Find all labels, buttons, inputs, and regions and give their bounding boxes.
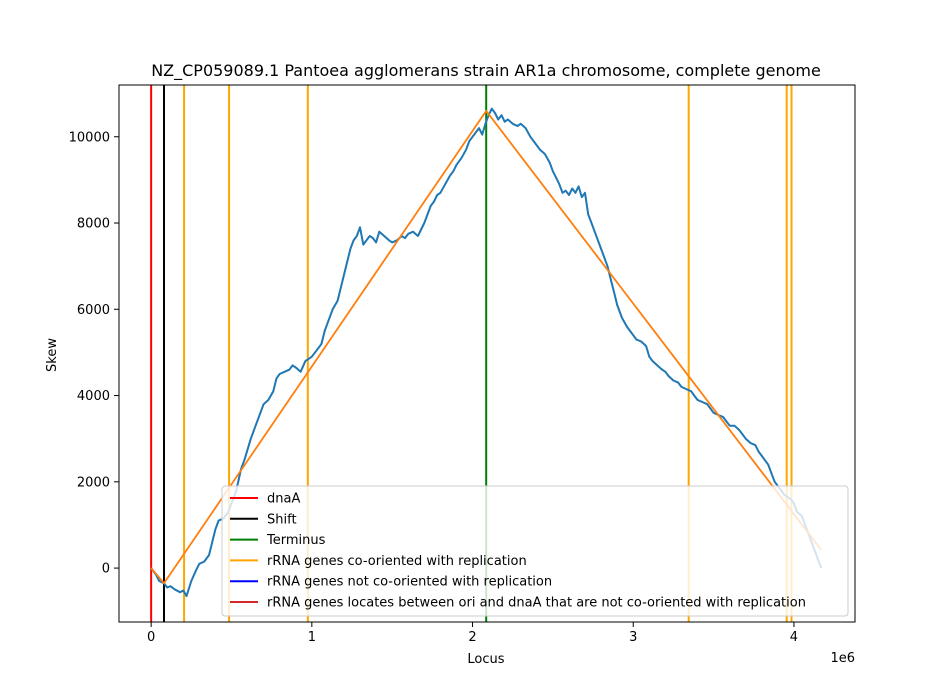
legend-label-terminus: Terminus: [266, 533, 326, 548]
series-fit: [150, 110, 823, 585]
x-tick-label-2: 2: [468, 630, 476, 645]
y-axis-label: Skew: [45, 338, 60, 372]
legend-label-shift: Shift: [267, 512, 297, 527]
plot-series-group: [150, 85, 823, 622]
plot-frame: [118, 84, 856, 623]
x-axis-scale-label: 1e6: [830, 651, 855, 666]
y-tick-label-1: 2000: [77, 475, 110, 490]
x-tick-label-1: 1: [308, 630, 316, 645]
y-tick-label-2: 4000: [77, 389, 110, 404]
y-tick-label-3: 6000: [77, 303, 110, 318]
y-tick-label-5: 10000: [69, 130, 110, 145]
y-tick-label-4: 8000: [77, 217, 110, 232]
legend-label-rrna_co: rRNA genes co-oriented with replication: [267, 554, 527, 569]
plot-area: [150, 85, 823, 622]
chart-title: NZ_CP059089.1 Pantoea agglomerans strain…: [151, 61, 821, 81]
x-tick-label-3: 3: [629, 630, 637, 645]
legend-label-rrna_between: rRNA genes locates between ori and dnaA …: [267, 596, 806, 611]
legend: dnaA Shift Terminus rRNA genes co-oriented …: [221, 485, 849, 617]
x-axis-label: Locus: [467, 652, 504, 667]
y-tick-label-0: 0: [102, 562, 110, 577]
legend-box: [221, 485, 849, 617]
legend-label-rrna_not_co: rRNA genes not co-oriented with replicat…: [267, 575, 552, 590]
series-skew: [150, 107, 823, 598]
legend-label-dnaA: dnaA: [267, 492, 300, 507]
x-tick-label-4: 4: [790, 630, 798, 645]
axes: 0 1 2 3 4 0 2000 4000 6000 8000 10000: [69, 84, 856, 645]
x-tick-label-0: 0: [147, 630, 155, 645]
